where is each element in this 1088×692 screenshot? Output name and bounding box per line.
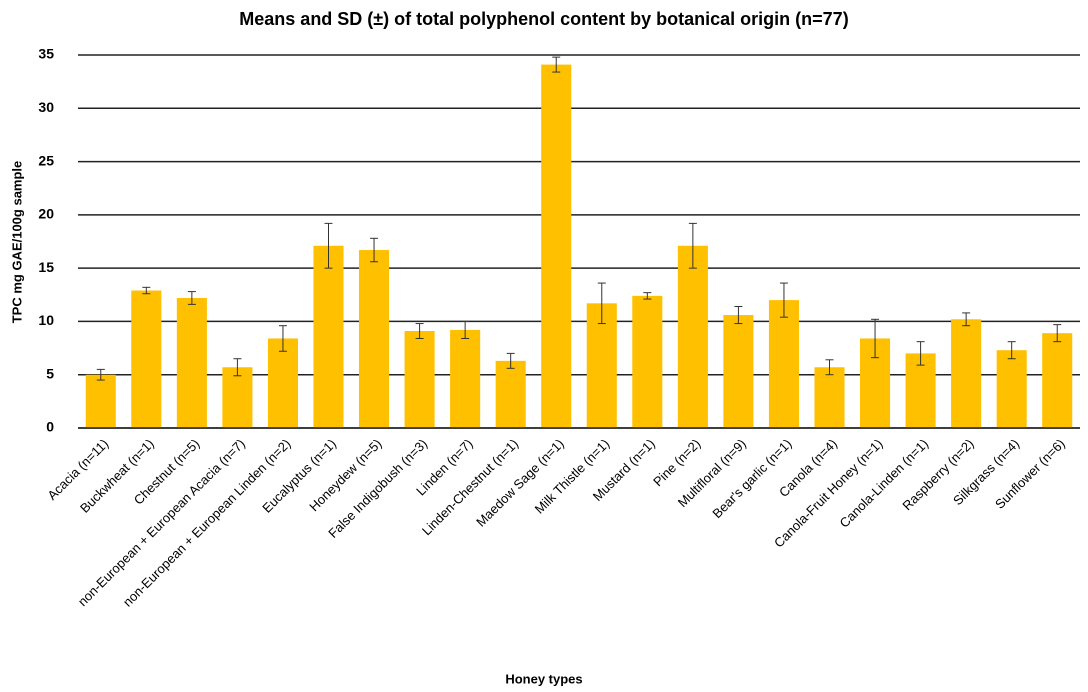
y-tick-label: 25 bbox=[38, 152, 54, 168]
bar bbox=[267, 338, 298, 428]
y-tick-label: 10 bbox=[38, 312, 54, 328]
y-tick-label: 35 bbox=[38, 46, 54, 62]
error-bar bbox=[779, 282, 788, 318]
bar bbox=[814, 367, 845, 428]
error-bar bbox=[552, 56, 561, 73]
y-tick-label: 15 bbox=[38, 259, 54, 275]
error-bar bbox=[96, 368, 105, 381]
bar bbox=[131, 290, 162, 428]
error-bar bbox=[962, 312, 971, 327]
bar bbox=[1042, 333, 1073, 428]
error-bar bbox=[643, 292, 652, 300]
error-bar bbox=[233, 358, 242, 377]
y-tick-label: 0 bbox=[46, 419, 54, 435]
error-bar bbox=[187, 291, 196, 305]
error-bar bbox=[370, 237, 379, 263]
bar bbox=[450, 329, 481, 428]
bar bbox=[313, 245, 344, 428]
x-axis-label: Honey types bbox=[505, 671, 582, 686]
bar bbox=[723, 315, 754, 428]
y-tick-label: 30 bbox=[38, 99, 54, 115]
bar bbox=[996, 350, 1027, 428]
error-bar bbox=[461, 320, 470, 339]
y-tick-label: 5 bbox=[46, 365, 54, 381]
error-bar bbox=[871, 318, 880, 359]
error-bar bbox=[324, 222, 333, 269]
bar bbox=[404, 331, 435, 428]
bar bbox=[222, 367, 253, 428]
error-bar bbox=[597, 282, 606, 325]
bar bbox=[541, 64, 572, 428]
x-tick-label: non-European + European Linden (n=2) bbox=[120, 436, 294, 610]
error-bar bbox=[825, 359, 834, 376]
bar bbox=[905, 353, 936, 428]
chart-title: Means and SD (±) of total polyphenol con… bbox=[239, 9, 848, 29]
bar bbox=[677, 245, 708, 428]
error-bar bbox=[734, 306, 743, 325]
error-bar bbox=[142, 286, 151, 295]
bar bbox=[85, 374, 116, 428]
error-bar bbox=[415, 323, 424, 339]
y-axis-label: TPC mg GAE/100g sample bbox=[9, 161, 24, 324]
bar bbox=[768, 300, 799, 428]
bar bbox=[495, 360, 526, 428]
error-bar bbox=[916, 341, 925, 366]
x-tick-label: Maedow Sage (n=1) bbox=[473, 436, 567, 530]
bar bbox=[359, 250, 390, 428]
x-tick-label: non-European + European Acacia (n=7) bbox=[75, 436, 248, 609]
error-bar bbox=[1007, 341, 1016, 360]
error-bar bbox=[278, 325, 287, 352]
bar bbox=[176, 297, 207, 428]
y-tick-label: 20 bbox=[38, 206, 54, 222]
error-bar bbox=[506, 352, 515, 369]
x-tick-label: Canola-Linden (n=1) bbox=[836, 436, 931, 531]
x-tick-label: Bear's garlic (n=1) bbox=[709, 436, 794, 521]
error-bar bbox=[1053, 324, 1062, 343]
bar bbox=[586, 303, 617, 428]
bar bbox=[632, 295, 663, 428]
error-bar bbox=[688, 222, 697, 269]
bar bbox=[951, 319, 982, 428]
